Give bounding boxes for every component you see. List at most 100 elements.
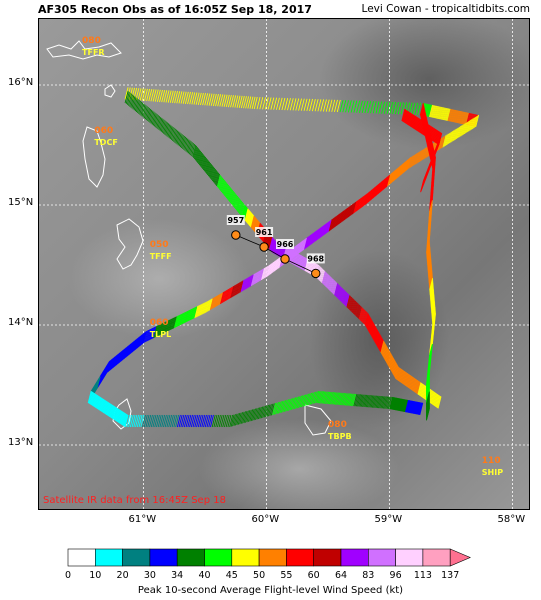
wind-barb [345, 294, 350, 307]
wind-barb [232, 193, 237, 207]
wind-barb [196, 414, 200, 428]
wind-barb [448, 131, 453, 144]
wind-barb [404, 373, 409, 386]
wind-barb [192, 144, 197, 158]
wind-barb [223, 94, 228, 107]
wind-barb [353, 200, 358, 213]
station-id: SHIP [482, 468, 503, 477]
wind-barb [470, 117, 475, 130]
wind-barb [196, 304, 201, 318]
wind-barb [92, 394, 97, 407]
wind-barb [116, 409, 120, 422]
wind-barb [294, 243, 299, 257]
wind-barb [236, 95, 241, 108]
wind-barb [341, 392, 346, 406]
wind-barb [400, 102, 405, 115]
wind-barb [167, 125, 172, 138]
wind-barb [272, 402, 277, 416]
wind-barb [232, 95, 237, 108]
wind-barb [370, 101, 374, 114]
wind-barb [257, 406, 262, 420]
station-value: 060 [150, 318, 169, 328]
wind-barb [213, 295, 218, 308]
wind-barb [192, 306, 197, 320]
wind-barb [152, 326, 157, 339]
wind-barb [283, 399, 288, 412]
wind-barb [408, 376, 413, 389]
colorbar-swatch [286, 548, 314, 567]
wind-barb [350, 299, 355, 312]
wind-barb [326, 391, 331, 405]
wind-barb [417, 119, 422, 132]
wind-barb [334, 392, 339, 405]
wind-barb [295, 243, 300, 256]
wind-barb [414, 117, 419, 130]
wind-barb [193, 145, 198, 159]
wind-barb [230, 190, 234, 204]
wind-barb [115, 353, 120, 366]
wind-barb [390, 171, 395, 184]
wind-barb [239, 280, 244, 293]
colorbar-tick: 40 [198, 570, 211, 581]
wind-barb [109, 357, 114, 371]
wind-barb [183, 414, 188, 428]
wind-barb [278, 97, 283, 111]
wind-barb [389, 356, 393, 369]
wind-barb [402, 109, 407, 122]
wind-barb [191, 92, 196, 105]
wind-barb [453, 110, 458, 123]
wind-barb [391, 397, 396, 410]
wind-barb [305, 393, 310, 406]
wind-barb [255, 270, 260, 284]
wind-barb [225, 288, 229, 302]
wind-barb [289, 398, 294, 411]
wind-barb [375, 332, 380, 345]
wind-barb [408, 156, 413, 169]
wind-barb [355, 394, 360, 407]
wind-barb [365, 394, 370, 408]
wind-barb [229, 189, 234, 203]
wind-barb [232, 414, 236, 427]
wind-barb [314, 229, 319, 242]
wind-barb [419, 120, 424, 133]
wind-barb [364, 100, 369, 114]
wind-barb [365, 313, 369, 327]
colorbar-swatch [422, 548, 451, 567]
wind-barb [173, 129, 178, 142]
wind-barb [211, 167, 216, 181]
wind-barb [141, 332, 146, 345]
wind-barb [164, 122, 168, 135]
wind-barb [245, 96, 250, 109]
wind-barb [133, 98, 138, 111]
wind-barb [249, 214, 254, 227]
wind-barb [406, 400, 411, 413]
wind-barb [176, 314, 181, 327]
station-id: TLPL [150, 330, 172, 339]
wind-barb [409, 400, 413, 414]
wind-barb [109, 405, 114, 418]
wind-barb [122, 347, 127, 361]
wind-barb [275, 258, 280, 271]
wind-barb [350, 100, 355, 113]
wind-barb [393, 397, 398, 411]
wind-barb [103, 400, 108, 414]
wind-barb [418, 383, 423, 396]
wind-barb [251, 96, 256, 109]
wind-barb [132, 339, 137, 352]
colorbar [67, 548, 471, 567]
wind-barb [217, 293, 222, 306]
wind-barb [123, 414, 128, 427]
colorbar-swatch [122, 548, 151, 567]
wind-barb [364, 312, 369, 326]
wind-barb [378, 181, 383, 194]
wind-barb [156, 324, 161, 337]
wind-barb [200, 302, 205, 316]
wind-barb [210, 297, 215, 310]
wind-barb [238, 200, 243, 214]
wind-barb [275, 402, 280, 415]
wind-barb [211, 296, 216, 309]
wind-barb [205, 300, 210, 313]
wind-barb [428, 126, 433, 139]
wind-barb [252, 217, 257, 230]
wind-barb [454, 110, 459, 123]
